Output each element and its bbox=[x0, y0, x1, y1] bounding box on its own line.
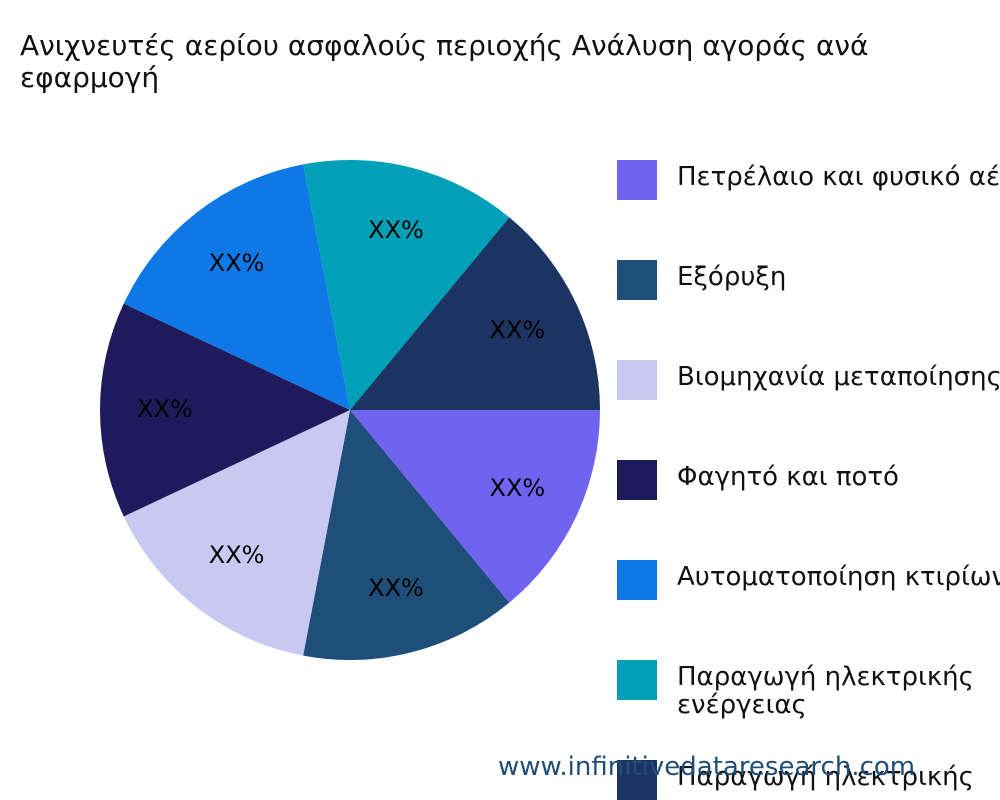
data-label: XX% bbox=[368, 216, 424, 244]
data-label: XX% bbox=[490, 474, 546, 502]
data-label: XX% bbox=[368, 574, 424, 602]
chart: XX% XX% XX% XX% XX% XX% XX% bbox=[99, 160, 600, 661]
chart-title: Ανιχνευτές αερίου ασφαλούς περιοχής Ανάλ… bbox=[20, 29, 869, 94]
data-label: XX% bbox=[137, 395, 193, 423]
legend-label: Παραγωγή ηλεκτρικής ενέργειας bbox=[677, 662, 974, 720]
pie-slice bbox=[123, 164, 350, 410]
legend-swatch bbox=[617, 760, 657, 800]
data-label: XX% bbox=[209, 249, 265, 277]
legend-swatch bbox=[617, 160, 657, 200]
watermark: www.infinitivedataresearch.com bbox=[498, 752, 916, 782]
pie-slice bbox=[303, 160, 510, 410]
data-label: XX% bbox=[490, 316, 546, 344]
legend-label: Παραγωγή ηλεκτρικής bbox=[677, 762, 974, 792]
legend-swatch bbox=[617, 660, 657, 700]
pie-slice bbox=[350, 217, 600, 410]
pie-slice bbox=[123, 410, 350, 656]
pie-slice bbox=[303, 410, 510, 661]
legend-swatch bbox=[617, 260, 657, 300]
legend-swatch bbox=[617, 560, 657, 600]
legend-swatch bbox=[617, 360, 657, 400]
legend-label: Πετρέλαιο και φυσικό αέριο bbox=[677, 162, 1000, 192]
legend-label: Εξόρυξη bbox=[677, 262, 787, 292]
legend-label: Αυτοματοποίηση κτιρίων bbox=[677, 562, 1000, 592]
legend-label: Βιομηχανία μεταποίησης bbox=[677, 362, 1000, 392]
legend-swatch bbox=[617, 460, 657, 500]
pie-slice bbox=[99, 303, 350, 517]
data-label: XX% bbox=[209, 541, 265, 569]
legend-label: Φαγητό και ποτό bbox=[677, 462, 899, 492]
pie-slice bbox=[350, 410, 600, 603]
